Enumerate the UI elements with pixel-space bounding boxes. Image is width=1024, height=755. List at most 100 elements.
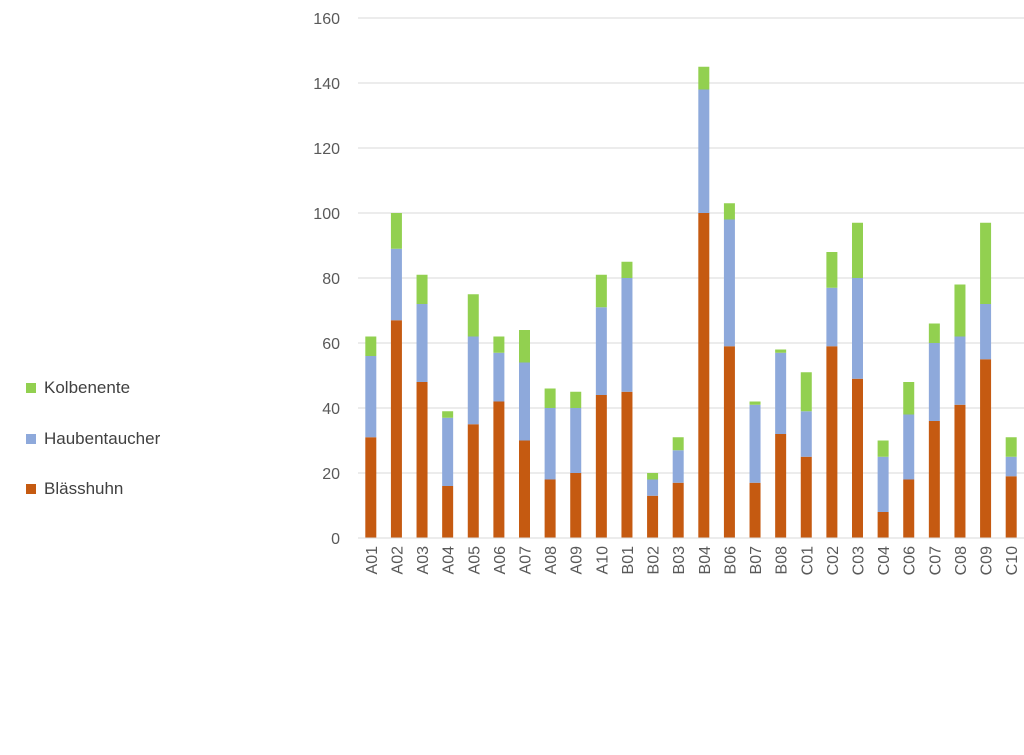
legend-label-haubentaucher: Haubentaucher	[44, 428, 161, 448]
bar-haubentaucher-b07	[749, 404, 761, 483]
bar-kolbenente-b07	[749, 401, 761, 405]
bar-haubentaucher-b08	[775, 352, 787, 434]
bar-kolbenente-b03	[672, 437, 684, 451]
bar-blasshuhn-b02	[647, 495, 659, 538]
legend-swatch-haubentaucher	[26, 433, 36, 444]
legend: Kolbenente Haubentaucher Blässhuhn	[26, 378, 160, 530]
bar-blasshuhn-b03	[672, 482, 684, 538]
bar-kolbenente-c01	[800, 372, 812, 412]
y-tick-label: 0	[331, 531, 340, 548]
x-tick-label-c04: C04	[876, 546, 893, 575]
gridlines	[358, 17, 1024, 474]
x-tick-label-a06: A06	[492, 546, 509, 575]
x-tick-label-c06: C06	[902, 546, 919, 575]
x-tick-label-b02: B02	[646, 546, 663, 575]
bar-kolbenente-a09	[570, 391, 582, 408]
bar-kolbenente-a07	[519, 330, 530, 363]
bar-haubentaucher-a10	[595, 307, 607, 395]
bar-kolbenente-c06	[903, 382, 915, 415]
x-tick-label-a04: A04	[441, 546, 458, 575]
bar-blasshuhn-a06	[493, 401, 505, 538]
x-tick-label-c09: C09	[979, 546, 996, 575]
bar-kolbenente-c08	[954, 284, 966, 337]
legend-label-blasshuhn: Blässhuhn	[44, 479, 124, 498]
bar-blasshuhn-a02	[390, 320, 402, 538]
bar-kolbenente-a01	[365, 336, 377, 356]
bar-kolbenente-b01	[621, 261, 633, 278]
y-tick-label: 140	[313, 76, 340, 93]
bar-blasshuhn-b07	[749, 482, 761, 538]
legend-item-haubentaucher: Haubentaucher	[26, 429, 160, 449]
bar-haubentaucher-c04	[877, 456, 889, 512]
legend-swatch-kolbenente	[26, 383, 36, 393]
x-tick-label-b04: B04	[697, 546, 714, 575]
bar-haubentaucher-c10	[1005, 456, 1017, 477]
bar-blasshuhn-c10	[1005, 476, 1017, 538]
bar-haubentaucher-b03	[672, 450, 684, 483]
bar-haubentaucher-a04	[442, 417, 454, 486]
legend-swatch-blasshuhn	[26, 484, 36, 494]
y-tick-label: 60	[322, 336, 340, 353]
bar-blasshuhn-c02	[826, 346, 838, 538]
bar-blasshuhn-a10	[595, 395, 607, 538]
bar-kolbenente-a05	[467, 294, 479, 337]
bar-kolbenente-a10	[595, 274, 607, 308]
bar-kolbenente-b02	[647, 473, 659, 480]
x-tick-label-c07: C07	[927, 546, 944, 575]
bar-blasshuhn-a08	[544, 479, 556, 538]
x-tick-label-a03: A03	[415, 546, 432, 575]
bar-kolbenente-c02	[826, 252, 838, 288]
bar-blasshuhn-b08	[775, 434, 787, 538]
bar-blasshuhn-a01	[365, 437, 377, 538]
bar-haubentaucher-b06	[723, 219, 735, 347]
bar-haubentaucher-a07	[519, 362, 530, 441]
bar-haubentaucher-b04	[698, 89, 710, 213]
x-tick-label-b07: B07	[748, 546, 765, 575]
bar-kolbenente-a03	[416, 274, 428, 304]
x-tick-label-c03: C03	[851, 546, 868, 575]
bar-kolbenente-a08	[544, 388, 556, 408]
bar-blasshuhn-a03	[416, 382, 428, 538]
bar-kolbenente-a04	[442, 411, 454, 418]
y-axis-tick-labels: 0 20 40 60 80 100 120 140 160	[313, 11, 340, 548]
legend-item-blasshuhn: Blässhuhn	[26, 479, 160, 499]
x-tick-label-a08: A08	[543, 546, 560, 575]
bar-kolbenente-a06	[493, 336, 505, 353]
x-tick-label-c01: C01	[799, 546, 816, 575]
bar-kolbenente-c03	[852, 222, 863, 278]
bar-blasshuhn-b04	[698, 213, 710, 538]
bar-blasshuhn-c03	[852, 378, 863, 538]
x-tick-label-c10: C10	[1004, 546, 1021, 575]
bar-kolbenente-a02	[390, 213, 402, 249]
bar-haubentaucher-c01	[800, 411, 812, 457]
bar-kolbenente-c04	[877, 440, 889, 457]
x-tick-label-a07: A07	[518, 546, 535, 575]
x-tick-label-b03: B03	[671, 546, 688, 575]
bar-blasshuhn-c09	[980, 359, 992, 538]
x-tick-label-a01: A01	[364, 546, 381, 575]
bar-blasshuhn-c01	[800, 456, 812, 538]
bars	[365, 66, 1017, 538]
y-tick-label: 160	[313, 11, 340, 28]
bar-blasshuhn-c08	[954, 404, 966, 538]
bar-haubentaucher-a08	[544, 408, 556, 480]
x-tick-label-c08: C08	[953, 546, 970, 575]
y-tick-label: 20	[322, 466, 340, 483]
x-tick-label-a09: A09	[569, 546, 586, 575]
bar-blasshuhn-a05	[467, 424, 479, 538]
bar-haubentaucher-a09	[570, 408, 582, 473]
bar-kolbenente-b06	[723, 203, 735, 220]
bar-haubentaucher-c07	[928, 343, 940, 421]
bar-haubentaucher-c03	[852, 278, 863, 379]
x-tick-label-a10: A10	[594, 546, 611, 575]
y-tick-label: 80	[322, 271, 340, 288]
bar-haubentaucher-a02	[390, 248, 402, 321]
x-tick-label-b06: B06	[722, 546, 739, 575]
legend-label-kolbenente: Kolbenente	[44, 378, 131, 397]
x-tick-label-a02: A02	[389, 546, 406, 575]
y-tick-label: 100	[313, 206, 340, 223]
bar-kolbenente-c07	[928, 323, 940, 343]
bar-haubentaucher-b01	[621, 278, 633, 392]
bar-haubentaucher-a05	[467, 336, 479, 425]
bar-kolbenente-c09	[980, 222, 992, 304]
